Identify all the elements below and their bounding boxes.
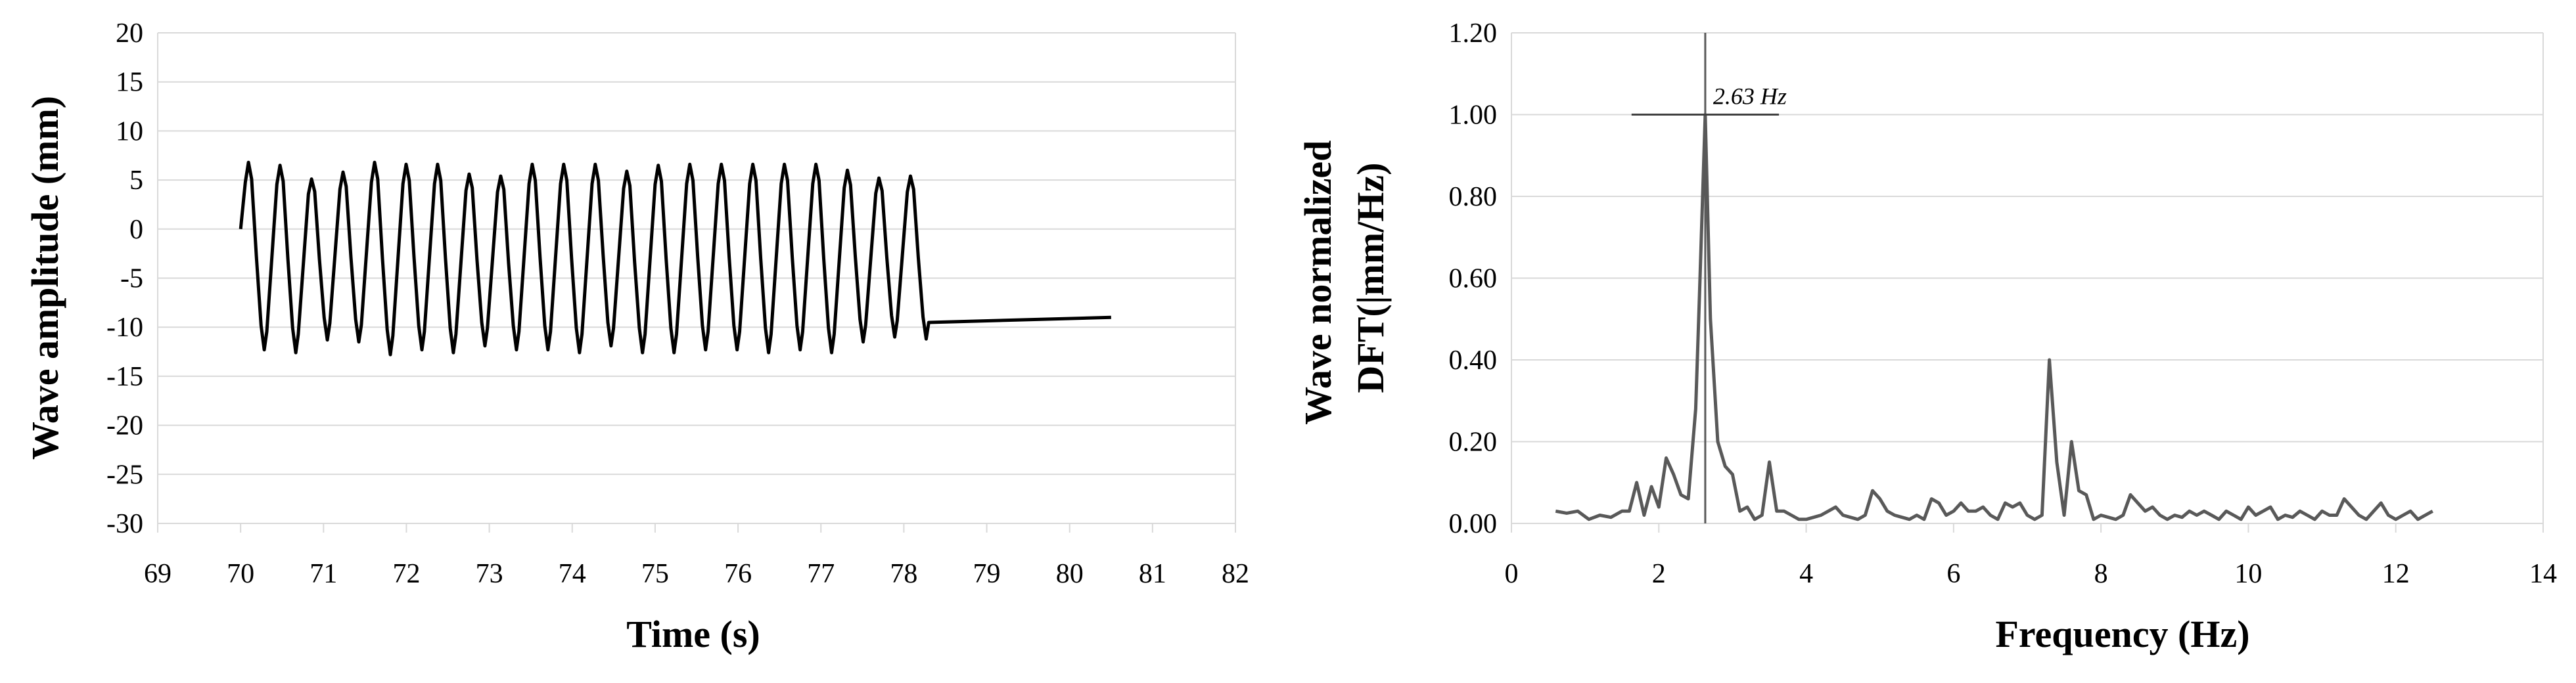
right-x-tick-label: 6 <box>1946 559 1960 589</box>
left-y-tick-label: 20 <box>116 18 143 49</box>
left-y-tick-label: -15 <box>106 362 143 392</box>
right-y-tick-label: 0.60 <box>1449 264 1498 294</box>
right-y-tick-label: 1.20 <box>1449 18 1498 49</box>
right-y-axis-title: Wave normalized DFT(|mm/Hz) <box>1297 131 1392 425</box>
right-y-tick-label: 0.80 <box>1449 182 1498 212</box>
left-x-tick-label: 74 <box>559 559 586 589</box>
right-y-axis-title-line-2: DFT(|mm/Hz) <box>1349 162 1392 393</box>
left-y-tick-label: 15 <box>116 68 143 98</box>
left-y-tick-label: -5 <box>120 264 143 294</box>
right-y-tick-label: 0.00 <box>1449 509 1498 539</box>
right-x-tick-label: 10 <box>2234 559 2262 589</box>
left-y-tick-label: -10 <box>106 313 143 343</box>
left-x-tick-label: 70 <box>227 559 254 589</box>
left-grid <box>157 32 1236 533</box>
left-y-tick-label: -20 <box>106 411 143 441</box>
left-y-tick-label: -30 <box>106 509 143 539</box>
right-y-tick-labels: 1.20 1.00 0.80 0.60 0.40 0.20 0.00 <box>1449 18 1498 539</box>
left-x-tick-label: 69 <box>144 559 172 589</box>
left-y-axis-title: Wave amplitude (mm) <box>24 96 66 460</box>
left-x-tick-labels: 69 70 71 72 73 74 75 76 77 78 79 80 81 82 <box>144 559 1249 589</box>
right-x-tick-label: 12 <box>2382 559 2410 589</box>
left-y-tick-label: -25 <box>106 460 143 490</box>
left-x-tick-label: 76 <box>724 559 752 589</box>
left-y-tick-label: 5 <box>129 165 143 196</box>
time-series-chart: 20 15 10 5 0 -5 -10 -15 -20 -25 -30 69 70 71 72 73 74 75… <box>24 18 1249 655</box>
left-x-axis-title: Time (s) <box>626 613 760 655</box>
left-x-tick-label: 77 <box>807 559 835 589</box>
right-y-tick-label: 0.20 <box>1449 428 1498 458</box>
left-y-tick-labels: 20 15 10 5 0 -5 -10 -15 -20 -25 -30 <box>106 18 143 539</box>
right-y-axis-title-line-1: Wave normalized <box>1297 141 1339 425</box>
right-grid <box>1511 32 2544 533</box>
left-x-tick-label: 82 <box>1222 559 1249 589</box>
left-x-tick-label: 75 <box>641 559 669 589</box>
left-x-tick-label: 81 <box>1139 559 1166 589</box>
left-x-tick-label: 72 <box>392 559 420 589</box>
left-y-tick-label: 10 <box>116 116 143 146</box>
left-x-tick-label: 79 <box>973 559 1001 589</box>
right-x-tick-label: 4 <box>1799 559 1813 589</box>
right-x-tick-label: 14 <box>2529 559 2557 589</box>
right-x-tick-label: 8 <box>2094 559 2108 589</box>
right-y-tick-label: 1.00 <box>1449 100 1498 131</box>
peak-frequency-annotation: 2.63 Hz <box>1713 83 1787 110</box>
left-x-tick-label: 73 <box>476 559 503 589</box>
right-x-tick-label: 2 <box>1652 559 1666 589</box>
right-x-tick-label: 0 <box>1505 559 1519 589</box>
left-y-tick-label: 0 <box>129 215 143 245</box>
dft-spectrum-chart: 1.20 1.00 0.80 0.60 0.40 0.20 0.00 0 2 4 6 8 10 12 14… <box>1297 18 2557 655</box>
left-x-tick-label: 71 <box>310 559 337 589</box>
wave-amplitude-line <box>239 160 1111 357</box>
right-y-tick-label: 0.40 <box>1449 345 1498 376</box>
dft-spectrum-line <box>1555 113 2434 521</box>
left-x-tick-label: 80 <box>1056 559 1084 589</box>
left-x-tick-label: 78 <box>890 559 917 589</box>
right-x-axis-title: Frequency (Hz) <box>1995 613 2249 655</box>
right-x-tick-labels: 0 2 4 6 8 10 12 14 <box>1505 559 2558 589</box>
